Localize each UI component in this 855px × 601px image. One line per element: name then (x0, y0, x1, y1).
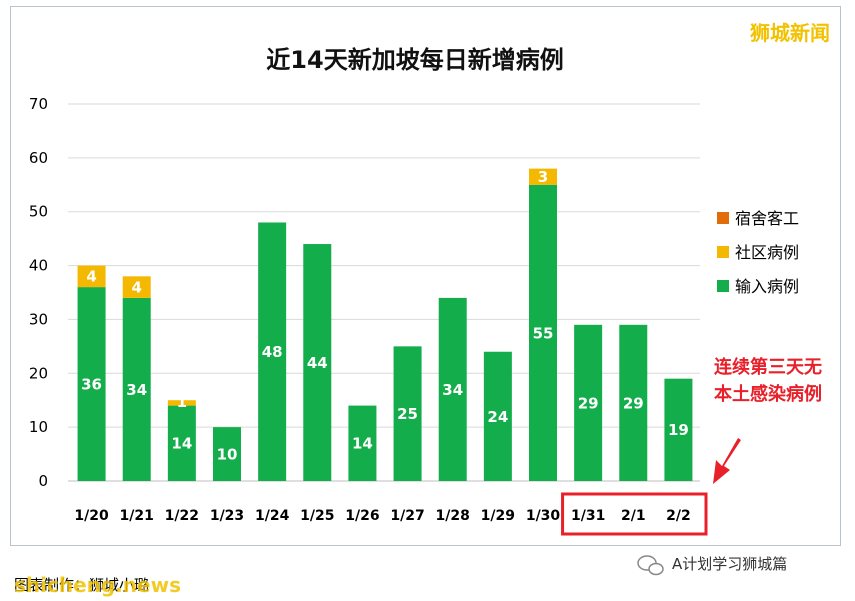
bars (77, 168, 693, 482)
y-tick-label: 10 (29, 418, 48, 436)
annotation-arrow (713, 438, 741, 484)
x-tick-label: 1/26 (345, 508, 379, 524)
legend-label: 社区病例 (735, 243, 799, 262)
x-tick-label: 1/28 (436, 508, 470, 524)
bar-imported-1/25 (303, 244, 332, 481)
x-tick-label: 1/20 (74, 508, 109, 524)
x-tick-label: 1/21 (120, 508, 154, 524)
overlay-brand: shicheng.news (14, 573, 181, 597)
data-label-imported-1/22: 14 (171, 435, 192, 453)
bar-imported-1/21 (122, 297, 151, 481)
watermark-top: 狮城新闻 (750, 21, 830, 45)
x-tick-label: 2/2 (666, 508, 691, 524)
caption: 图表制作：狮城小璐 (14, 576, 149, 594)
bar-community-1/21 (122, 276, 151, 298)
x-tick-label: 1/25 (300, 508, 334, 524)
bar-imported-1/30 (529, 184, 557, 482)
data-label-imported-1/28: 34 (442, 381, 463, 399)
y-tick-label: 50 (29, 203, 48, 221)
legend-swatch (717, 212, 729, 224)
wechat-icon (637, 555, 664, 576)
gridlines (68, 103, 700, 482)
x-tick-label: 1/31 (571, 508, 605, 524)
legend-label: 输入病例 (735, 277, 799, 296)
data-label-imported-2/1: 29 (623, 394, 644, 412)
footer-brand: A计划学习狮城篇 (672, 555, 787, 573)
bar-imported-1/31 (574, 324, 603, 481)
y-axis-ticks: 0 10 20 30 40 50 60 70 (29, 95, 48, 490)
x-axis-ticks: 1/20 1/21 1/22 1/23 1/24 1/25 1/26 1/27 1/28 1/29… (74, 508, 690, 524)
data-label-imported-1/29: 24 (487, 408, 508, 426)
bar-imported-2/1 (619, 324, 648, 481)
x-tick-label: 1/27 (390, 508, 424, 524)
bar-community-1/22 (167, 400, 196, 406)
y-tick-label: 0 (38, 472, 48, 490)
bar-imported-1/24 (258, 222, 287, 481)
data-label-imported-1/23: 10 (217, 445, 238, 463)
y-tick-label: 60 (29, 149, 48, 167)
bar-imported-1/20 (77, 287, 106, 481)
bar-imported-1/29 (483, 351, 512, 481)
data-label-imported-1/26: 14 (352, 435, 373, 453)
x-tick-label: 1/29 (481, 508, 515, 524)
x-tick-label: 1/22 (165, 508, 199, 524)
bar-imported-1/26 (348, 405, 377, 481)
data-label-community-1/21: 4 (131, 279, 141, 297)
bar-community-1/20 (77, 265, 106, 288)
y-tick-label: 20 (29, 364, 48, 382)
x-tick-label: 1/23 (210, 508, 244, 524)
annotation-line-2: 本土感染病例 (714, 383, 822, 405)
data-label-community-1/30: 3 (538, 168, 548, 186)
data-label-imported-1/20: 36 (81, 375, 102, 393)
x-tick-label: 1/24 (255, 508, 290, 524)
bar-imported-2/2 (664, 378, 693, 481)
data-label-imported-1/21: 34 (126, 381, 147, 399)
bar-imported-1/23 (213, 427, 241, 481)
y-tick-label: 40 (29, 257, 48, 275)
data-label-imported-2/2: 19 (668, 421, 689, 439)
data-label-imported-1/31: 29 (578, 394, 599, 412)
legend-swatch (717, 246, 729, 258)
bar-imported-1/28 (438, 297, 467, 481)
legend-label: 宿舍客工 (735, 209, 799, 228)
annotation-line-1: 连续第三天无 (714, 356, 822, 378)
chart-title: 近14天新加坡每日新增病例 (266, 46, 563, 74)
data-labels: 36 4 34 4 14 1 10 48 44 14 25 34 24 55 3 29 29 19 (81, 168, 689, 463)
data-label-imported-1/24: 48 (262, 343, 283, 361)
x-tick-label: 1/30 (526, 508, 561, 524)
data-label-imported-1/25: 44 (307, 354, 328, 372)
bar-imported-1/22 (167, 405, 196, 481)
bar-imported-1/27 (393, 346, 422, 481)
data-label-community-1/22: 1 (177, 393, 187, 411)
data-label-community-1/20: 4 (86, 268, 96, 286)
highlight-box (561, 492, 708, 536)
legend-swatch (717, 280, 729, 292)
y-tick-label: 70 (29, 95, 48, 113)
bar-community-1/30 (529, 168, 557, 185)
x-tick-label: 2/1 (621, 508, 646, 524)
data-label-imported-1/30: 55 (533, 324, 554, 342)
y-tick-label: 30 (29, 310, 48, 328)
data-label-imported-1/27: 25 (397, 405, 418, 423)
